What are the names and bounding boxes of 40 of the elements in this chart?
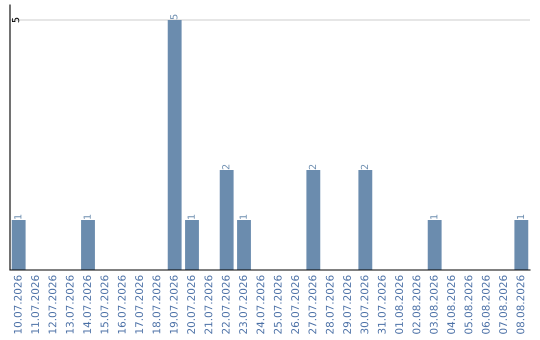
x-tick-label: 30.07.2026 [360, 276, 368, 334]
x-tick-label: 27.07.2026 [308, 276, 316, 334]
data-label: 1 [84, 214, 91, 219]
data-label: 1 [430, 214, 438, 219]
x-tick-label: 14.07.2026 [83, 276, 92, 334]
data-label: 2 [360, 164, 368, 170]
x-tick-label: 22.07.2026 [222, 276, 230, 334]
x-tick-label: 23.07.2026 [239, 276, 248, 334]
x-tick-label: 11.07.2026 [31, 276, 40, 334]
x-tick-label: 31.07.2026 [378, 276, 386, 334]
data-label: 1 [240, 214, 247, 219]
x-tick-label: 04.08.2026 [447, 276, 456, 334]
x-tick-label: 12.07.2026 [48, 276, 56, 334]
x-tick-label: 16.07.2026 [118, 276, 126, 334]
x-tick-label: 13.07.2026 [66, 276, 74, 334]
x-tick-label: 10.07.2026 [14, 276, 22, 334]
x-tick-label: 18.07.2026 [152, 276, 160, 334]
x-tick-label: 28.07.2026 [326, 276, 334, 334]
x-tick-label: 15.07.2026 [100, 276, 108, 334]
x-tick-label: 03.08.2026 [430, 276, 438, 334]
x-tick-label: 26.07.2026 [291, 276, 300, 334]
x-tick-label: 07.08.2026 [499, 276, 508, 334]
x-tick-label: 01.08.2026 [395, 276, 404, 334]
data-label: 1 [516, 214, 524, 219]
x-tick-label: 19.07.2026 [170, 276, 178, 334]
x-tick-label: 17.07.2026 [135, 276, 144, 334]
x-tick-label: 24.07.2026 [256, 276, 264, 334]
x-tick-label: 20.07.2026 [187, 276, 196, 334]
x-tick-label: 29.07.2026 [343, 276, 352, 334]
x-tick-label: 25.07.2026 [274, 276, 282, 334]
data-label: 2 [308, 164, 316, 170]
x-tick-label: 08.08.2026 [516, 276, 524, 334]
data-label: 5 [170, 14, 178, 20]
x-tick-label: 05.08.2026 [464, 276, 472, 334]
x-tick-label: 02.08.2026 [412, 276, 420, 334]
data-label: 2 [222, 164, 230, 170]
x-tick-label: 06.08.2026 [482, 276, 490, 334]
x-tick-label: 21.07.2026 [204, 276, 212, 334]
data-label: 1 [188, 214, 195, 219]
data-label: 1 [14, 214, 22, 219]
